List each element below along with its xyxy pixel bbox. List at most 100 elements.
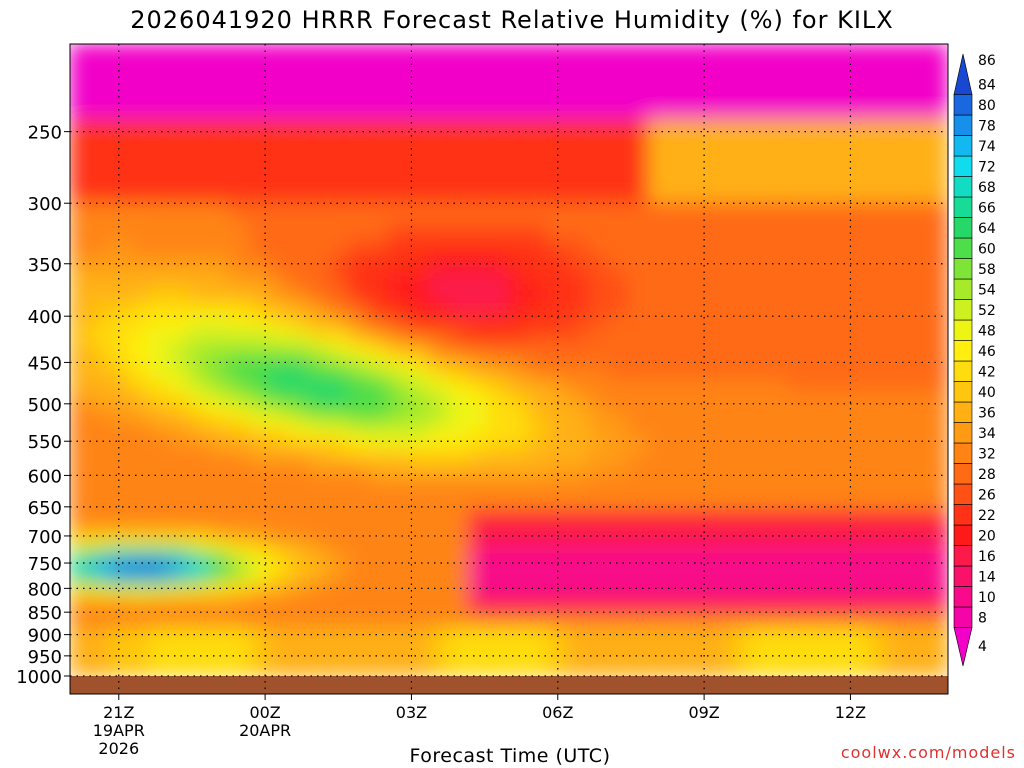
field-cell: [148, 424, 171, 438]
field-cell: [148, 663, 171, 672]
field-cell: [787, 342, 810, 358]
field-cell: [268, 237, 291, 257]
field-cell: [607, 379, 630, 394]
field-cell: [70, 526, 91, 537]
field-cell: [208, 601, 231, 610]
field-cell: [408, 95, 431, 122]
field-cell: [567, 270, 590, 289]
field-cell: [408, 315, 431, 331]
field-cell: [547, 286, 570, 303]
y-tick-label: 650: [28, 498, 62, 519]
field-cell: [807, 594, 830, 604]
field-cell: [288, 639, 311, 648]
field-cell: [148, 607, 171, 617]
field-cell: [607, 580, 630, 590]
field-cell: [927, 558, 948, 568]
field-cell: [368, 639, 391, 648]
field-cell: [188, 455, 211, 467]
field-cell: [927, 342, 948, 358]
field-cell: [667, 601, 690, 610]
field-cell: [208, 162, 231, 185]
field-cell: [827, 455, 850, 467]
field-cell: [108, 550, 131, 561]
field-cell: [70, 587, 91, 597]
field-cell: [188, 391, 211, 405]
field-cell: [108, 254, 131, 273]
field-cell: [567, 355, 590, 370]
field-cell: [767, 237, 790, 257]
field-cell: [89, 254, 111, 273]
field-cell: [887, 455, 910, 467]
field-cell: [70, 669, 91, 677]
field-cell: [767, 391, 790, 405]
field-cell: [627, 162, 650, 185]
field-cell: [647, 95, 670, 122]
field-cell: [887, 614, 910, 623]
field-cell: [747, 601, 770, 610]
field-cell: [268, 183, 291, 205]
field-cell: [328, 391, 351, 405]
field-cell: [627, 254, 650, 273]
field-cell: [927, 663, 948, 672]
field-cell: [288, 141, 311, 165]
field-cell: [89, 342, 111, 358]
field-cell: [428, 379, 451, 394]
field-cell: [248, 162, 271, 185]
field-cell: [468, 518, 491, 529]
field-cell: [927, 474, 948, 486]
field-cell: [547, 95, 570, 122]
field-cell: [428, 402, 451, 416]
field-cell: [567, 483, 590, 495]
field-cell: [468, 526, 491, 537]
field-cell: [70, 464, 91, 477]
field-cell: [807, 183, 830, 205]
field-cell: [807, 413, 830, 427]
field-cell: [847, 424, 870, 438]
field-cell: [528, 621, 550, 630]
field-cell: [89, 141, 111, 165]
field-cell: [687, 501, 710, 513]
field-cell: [308, 220, 331, 240]
field-cell: [188, 183, 211, 205]
field-cell: [767, 379, 790, 394]
field-cell: [448, 413, 471, 427]
field-cell: [927, 464, 948, 477]
field-cell: [567, 183, 590, 205]
field-cell: [687, 621, 710, 630]
field-cell: [328, 270, 351, 289]
field-cell: [687, 445, 710, 458]
field-cell: [89, 621, 111, 630]
field-cell: [907, 183, 930, 205]
field-cell: [508, 483, 530, 495]
field-cell: [847, 607, 870, 617]
field-cell: [468, 202, 491, 223]
field-cell: [787, 183, 810, 205]
field-cell: [627, 300, 650, 318]
credit-link[interactable]: coolwx.com/models: [840, 743, 1016, 762]
field-cell: [468, 342, 491, 358]
field-cell: [887, 501, 910, 513]
field-cell: [388, 601, 411, 610]
field-cell: [827, 633, 850, 642]
field-cell: [627, 329, 650, 345]
field-cell: [188, 254, 211, 273]
field-cell: [488, 621, 510, 630]
field-cell: [408, 202, 431, 223]
field-cell: [567, 315, 590, 331]
field-cell: [867, 445, 890, 458]
field-cell: [667, 657, 690, 666]
colorbar-label: 78: [978, 118, 996, 134]
field-cell: [188, 518, 211, 529]
field-cell: [368, 379, 391, 394]
field-cell: [248, 391, 271, 405]
field-cell: [108, 627, 131, 636]
field-cell: [508, 601, 530, 610]
field-cell: [907, 202, 930, 223]
field-cell: [208, 492, 231, 504]
field-cell: [847, 455, 870, 467]
colorbar-swatch: [953, 53, 973, 95]
field-cell: [827, 402, 850, 416]
field-cell: [328, 95, 351, 122]
field-cell: [647, 627, 670, 636]
